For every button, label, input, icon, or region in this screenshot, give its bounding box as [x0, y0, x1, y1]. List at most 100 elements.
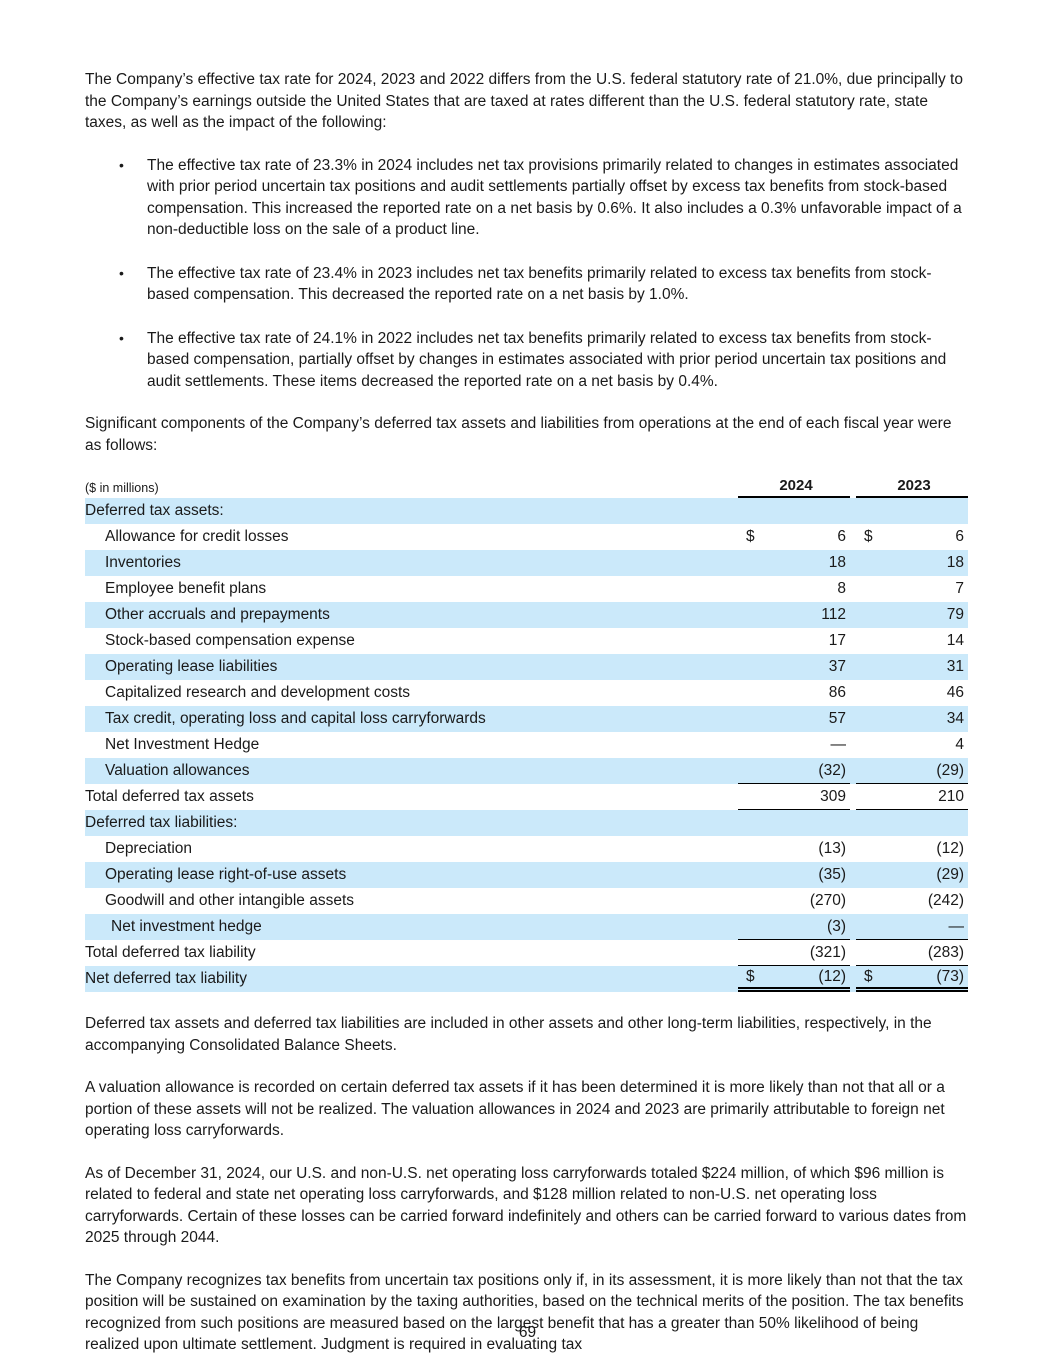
- page-content: The Company’s effective tax rate for 202…: [85, 69, 968, 1356]
- value-cell: $ (12): [738, 966, 850, 992]
- row-label: Operating lease right-of-use assets: [105, 866, 347, 883]
- cell-value: (32): [818, 761, 846, 779]
- row-label: Total deferred tax liability: [85, 944, 256, 961]
- after-table-paragraph-1: Deferred tax assets and deferred tax lia…: [85, 1015, 932, 1054]
- table-row: Depreciation (13) (12): [85, 836, 968, 862]
- currency-symbol: $: [746, 967, 755, 985]
- deferred-tax-table-rows: Deferred tax assets: Allowance for credit…: [85, 498, 968, 992]
- value-cell: 4: [856, 732, 968, 758]
- value-cell: 57: [738, 706, 850, 732]
- cell-value: 37: [828, 658, 846, 675]
- table-row: Net Investment Hedge — 4: [85, 732, 968, 758]
- value-cell: 37: [738, 654, 850, 680]
- bullet-list: The effective tax rate of 23.3% in 2024 …: [85, 155, 968, 393]
- row-label: Deferred tax assets:: [85, 502, 224, 519]
- bullet-item: The effective tax rate of 23.3% in 2024 …: [85, 155, 968, 241]
- value-cell: (35): [738, 862, 850, 888]
- table-row: Inventories 18 18: [85, 550, 968, 576]
- table-row: Deferred tax liabilities:: [85, 810, 968, 836]
- value-cell: 17: [738, 628, 850, 654]
- table-row: Total deferred tax assets 309 210: [85, 784, 968, 810]
- cell-value: 86: [828, 684, 846, 701]
- deferred-tax-table: ($ in millions) 2024 2023 Deferred tax a…: [85, 476, 968, 992]
- value-cell: (321): [738, 940, 850, 966]
- cell-value: 18: [946, 554, 964, 571]
- value-cell: $ (73): [856, 966, 968, 992]
- cell-value: —: [830, 736, 847, 753]
- value-cell: [856, 498, 968, 524]
- cell-value: 6: [955, 528, 964, 545]
- row-label: Stock-based compensation expense: [105, 632, 355, 649]
- cell-value: 112: [821, 606, 846, 623]
- cell-value: (12): [818, 967, 846, 985]
- table-row: Operating lease right-of-use assets (35) (…: [85, 862, 968, 888]
- row-label: Depreciation: [105, 840, 193, 857]
- row-label: Tax credit, operating loss and capital l…: [105, 710, 486, 727]
- row-label: Employee benefit plans: [105, 580, 267, 597]
- currency-symbol: $: [864, 528, 873, 545]
- table-row: Other accruals and prepayments 112 79: [85, 602, 968, 628]
- row-label: Net deferred tax liability: [85, 970, 247, 987]
- cell-value: 57: [828, 710, 846, 727]
- cell-value: (13): [818, 840, 846, 857]
- currency-symbol: $: [864, 967, 873, 985]
- value-cell: 210: [856, 784, 968, 810]
- table-row: Employee benefit plans 8 7: [85, 576, 968, 602]
- column-header-2023: 2023: [856, 476, 968, 498]
- value-cell: 7: [856, 576, 968, 602]
- value-cell: (242): [856, 888, 968, 914]
- after-table-paragraph-2: A valuation allowance is recorded on cer…: [85, 1079, 945, 1139]
- table-intro-paragraph: Significant components of the Company’s …: [85, 415, 952, 454]
- cell-value: 8: [837, 580, 846, 597]
- value-cell: 8: [738, 576, 850, 602]
- value-cell: 46: [856, 680, 968, 706]
- cell-value: (29): [936, 866, 964, 883]
- cell-value: 34: [946, 710, 964, 727]
- cell-value: 6: [837, 528, 846, 545]
- row-label: Deferred tax liabilities:: [85, 814, 238, 831]
- value-cell: 14: [856, 628, 968, 654]
- cell-value: 46: [946, 684, 964, 701]
- table-row: Operating lease liabilities 37 31: [85, 654, 968, 680]
- table-row: Capitalized research and development cos…: [85, 680, 968, 706]
- value-cell: (29): [856, 862, 968, 888]
- value-cell: (3): [738, 914, 850, 940]
- cell-value: 14: [946, 632, 964, 649]
- value-cell: 86: [738, 680, 850, 706]
- value-cell: $6: [856, 524, 968, 550]
- cell-value: (12): [936, 840, 964, 857]
- column-header-2024: 2024: [738, 476, 850, 498]
- row-label: Net investment hedge: [111, 918, 262, 935]
- row-label: Goodwill and other intangible assets: [105, 892, 355, 909]
- row-label: Net Investment Hedge: [105, 736, 260, 753]
- table-row: Valuation allowances (32) (29): [85, 758, 968, 784]
- cell-value: 4: [955, 736, 964, 753]
- bullet-item: The effective tax rate of 23.4% in 2023 …: [85, 263, 968, 306]
- value-cell: [738, 498, 850, 524]
- cell-value: (283): [927, 943, 964, 961]
- cell-value: 17: [828, 632, 846, 649]
- units-label: ($ in millions): [85, 481, 159, 495]
- table-row: Deferred tax assets:: [85, 498, 968, 524]
- row-label: Allowance for credit losses: [105, 528, 289, 545]
- table-row: Allowance for credit losses $6 $6: [85, 524, 968, 550]
- value-cell: —: [738, 732, 850, 758]
- cell-value: (321): [809, 943, 846, 961]
- cell-value: (73): [936, 967, 964, 985]
- cell-value: (3): [827, 917, 846, 935]
- row-label: Total deferred tax assets: [85, 788, 254, 805]
- table-row: Total deferred tax liability (321) (283): [85, 940, 968, 966]
- table-row: Net investment hedge (3) —: [85, 914, 968, 940]
- cell-value: (242): [927, 892, 964, 909]
- value-cell: (32): [738, 758, 850, 784]
- value-cell: 34: [856, 706, 968, 732]
- currency-symbol: $: [746, 528, 755, 545]
- value-cell: —: [856, 914, 968, 940]
- cell-value: —: [948, 917, 965, 935]
- value-cell: (13): [738, 836, 850, 862]
- value-cell: (29): [856, 758, 968, 784]
- row-label: Capitalized research and development cos…: [105, 684, 411, 701]
- cell-value: (270): [809, 892, 846, 909]
- row-label: Valuation allowances: [105, 762, 250, 779]
